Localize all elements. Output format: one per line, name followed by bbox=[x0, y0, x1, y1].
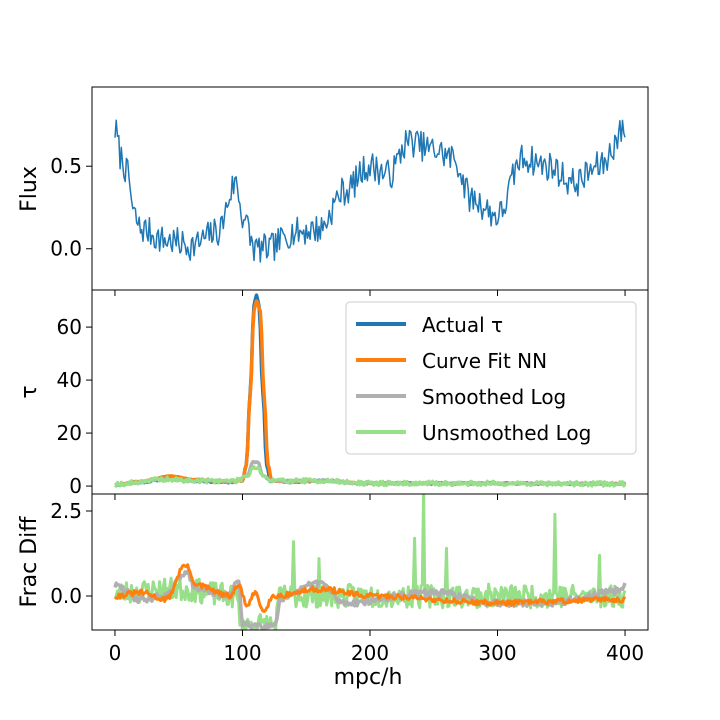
x-axis-label: mpc/h bbox=[334, 665, 403, 690]
x-tick-label: 400 bbox=[606, 641, 644, 665]
y-tick-label: 0 bbox=[69, 474, 82, 498]
legend-box bbox=[345, 301, 637, 455]
y-tick-label: 0.5 bbox=[50, 154, 82, 178]
flux-panel: 0.0 0.5 Flux bbox=[17, 86, 649, 296]
x-tick-label: 300 bbox=[478, 641, 516, 665]
fracdiff-y-axis-label: Frac Diff bbox=[17, 516, 42, 608]
series-line-unsmoothed-log bbox=[113, 465, 627, 488]
y-tick-label: 20 bbox=[57, 421, 82, 445]
y-tick-label: 0.0 bbox=[50, 237, 82, 261]
y-tick-label: 0.0 bbox=[50, 584, 82, 608]
series-line-unsmoothed-log bbox=[113, 494, 627, 630]
legend-label: Actual τ bbox=[422, 313, 503, 337]
legend-label: Curve Fit NN bbox=[422, 349, 547, 373]
flux-y-axis-label: Flux bbox=[17, 166, 42, 212]
tau-panel: 0 20 40 60 τ Actual τ Curve Fit NN Smoothed Log… bbox=[17, 289, 649, 500]
x-tick-label: 200 bbox=[351, 641, 389, 665]
series-line-curve-fit-nn bbox=[114, 563, 627, 613]
flux-axes-frame bbox=[91, 86, 649, 291]
y-tick-label: 60 bbox=[57, 315, 82, 339]
x-tick-label: 0 bbox=[109, 641, 122, 665]
fracdiff-panel: 0.0 2.5 0 100 200 300 400 Frac Diff bbox=[17, 493, 649, 665]
legend-label: Smoothed Log bbox=[422, 385, 566, 409]
y-tick-label: 40 bbox=[57, 368, 82, 392]
legend-label: Unsmoothed Log bbox=[422, 421, 591, 445]
x-tick-label: 100 bbox=[223, 641, 261, 665]
y-tick-label: 2.5 bbox=[50, 499, 82, 523]
legend: Actual τ Curve Fit NN Smoothed Log Unsmooth… bbox=[345, 301, 637, 455]
tau-y-axis-label: τ bbox=[17, 385, 42, 398]
series-line-flux bbox=[114, 119, 626, 263]
fracdiff-axes-frame bbox=[91, 493, 649, 631]
series-line-smoothed-log bbox=[113, 569, 627, 630]
